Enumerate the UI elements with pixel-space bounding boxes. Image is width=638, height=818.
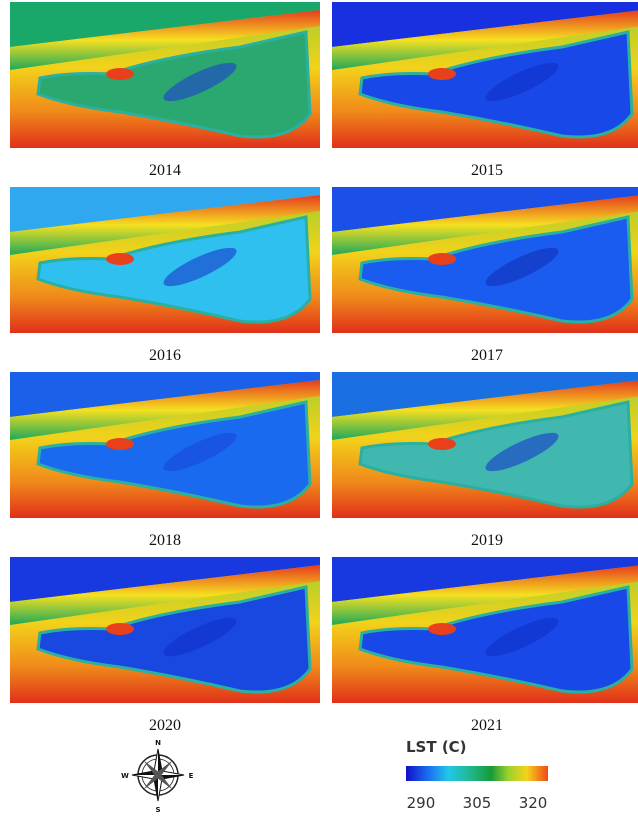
compass-s: S	[155, 806, 160, 814]
warm-spot	[106, 438, 134, 450]
year-label: 2020	[149, 717, 181, 734]
year-label: 2021	[471, 717, 503, 734]
map-panel	[332, 372, 638, 518]
compass: N E S W	[121, 739, 193, 814]
map-panel	[10, 187, 320, 333]
warm-spot	[428, 68, 456, 80]
warm-spot	[428, 438, 456, 450]
map-panel	[10, 557, 320, 703]
year-label: 2015	[471, 162, 503, 179]
warm-spot	[106, 253, 134, 265]
year-label: 2016	[149, 347, 181, 364]
legend-tick-label: 290	[407, 794, 436, 812]
map-panel	[332, 557, 638, 703]
map-panel	[332, 2, 638, 148]
compass-n: N	[155, 739, 161, 747]
map-panel	[10, 372, 320, 518]
year-label: 2017	[471, 347, 503, 364]
year-label: 2014	[149, 162, 181, 179]
legend-tick-label: 305	[463, 794, 492, 812]
legend-tick-label: 320	[519, 794, 548, 812]
figure: N E S W LST (C) 2014 2015 2016 2017 2018 2019…	[0, 0, 638, 818]
year-label: 2018	[149, 532, 181, 549]
color-bar	[406, 766, 548, 781]
map-panel	[10, 2, 320, 148]
warm-spot	[106, 68, 134, 80]
compass-e: E	[189, 772, 194, 780]
page: {"panels": [ {"year": "2014"}, {"year": …	[0, 0, 638, 818]
warm-spot	[428, 623, 456, 635]
warm-spot	[106, 623, 134, 635]
warm-spot	[428, 253, 456, 265]
map-panel	[332, 187, 638, 333]
year-label: 2019	[471, 532, 503, 549]
legend-title: LST (C)	[406, 738, 467, 756]
compass-w: W	[121, 772, 129, 780]
